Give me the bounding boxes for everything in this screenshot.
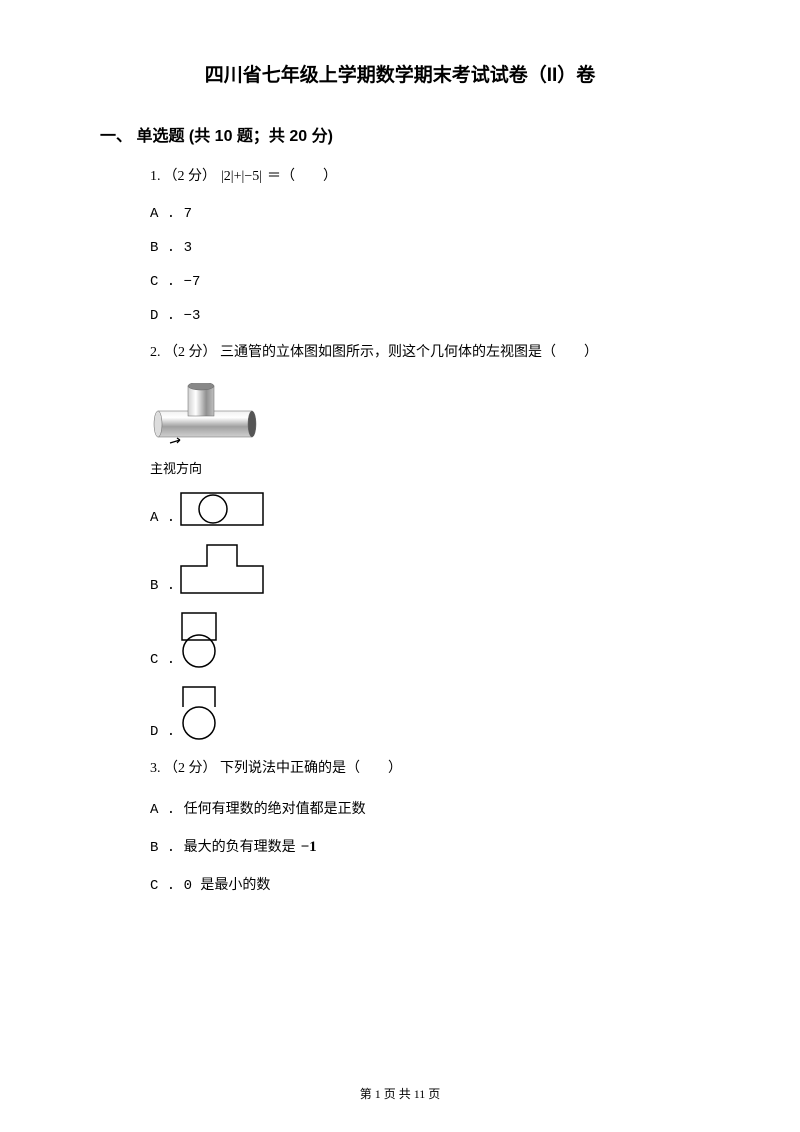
q2-optD-shape bbox=[180, 686, 218, 740]
q2-optA-shape bbox=[180, 492, 264, 526]
question-3: 3. （2 分） 下列说法中正确的是（ ） bbox=[150, 758, 700, 780]
q3-points: （2 分） bbox=[164, 761, 217, 776]
q2-option-a: A . bbox=[150, 492, 700, 526]
q1-option-b: B . 3 bbox=[150, 240, 700, 256]
question-1: 1. （2 分） |2|+|−5| ＝（ ） bbox=[150, 166, 700, 188]
q2-figure bbox=[150, 383, 700, 453]
q1-option-d: D . −3 bbox=[150, 308, 700, 324]
q3-option-a: A . 任何有理数的绝对值都是正数 bbox=[150, 798, 700, 818]
q2-number: 2. bbox=[150, 345, 161, 360]
q1-option-a: A . 7 bbox=[150, 206, 700, 222]
q1-points: （2 分） bbox=[164, 166, 217, 188]
q2-option-c: C . bbox=[150, 612, 700, 668]
q1-formula: |2|+|−5| bbox=[219, 166, 264, 188]
q2-optC-shape bbox=[180, 612, 218, 668]
page-title: 四川省七年级上学期数学期末考试试卷（II）卷 bbox=[100, 60, 700, 87]
q3-neg-one: −1 bbox=[301, 839, 317, 856]
question-2: 2. （2 分） 三通管的立体图如图所示，则这个几何体的左视图是（ ） bbox=[150, 342, 700, 364]
section-header: 一、 单选题 (共 10 题；共 20 分) bbox=[100, 122, 700, 146]
q3-option-c: C . 0 是最小的数 bbox=[150, 874, 700, 894]
page-footer: 第 1 页 共 11 页 bbox=[0, 1085, 800, 1102]
q3-option-b: B . 最大的负有理数是 −1 bbox=[150, 836, 700, 856]
q1-option-c: C . −7 bbox=[150, 274, 700, 290]
q2-option-b: B . bbox=[150, 544, 700, 594]
q2-option-d: D . bbox=[150, 686, 700, 740]
q2-points: （2 分） bbox=[164, 345, 217, 360]
q1-number: 1. bbox=[150, 166, 161, 188]
q1-tail: ＝（ ） bbox=[267, 166, 337, 188]
q2-optB-shape bbox=[180, 544, 264, 594]
q3-number: 3. bbox=[150, 761, 161, 776]
q2-figure-label: 主视方向 bbox=[150, 458, 202, 477]
q3-text: 下列说法中正确的是（ ） bbox=[220, 761, 402, 776]
q2-text: 三通管的立体图如图所示，则这个几何体的左视图是（ ） bbox=[220, 345, 598, 360]
